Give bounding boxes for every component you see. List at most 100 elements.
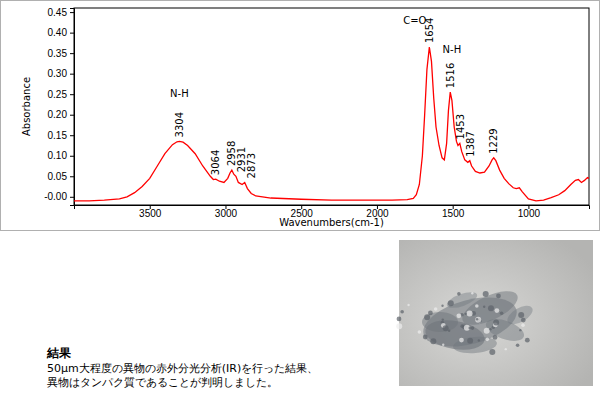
- y-axis-line: [70, 9, 75, 206]
- y-tick: 0.05: [48, 171, 74, 182]
- y-tick: 0.10: [48, 150, 74, 161]
- y-tick-mark: [70, 176, 74, 177]
- x-tick: 3500: [139, 205, 162, 219]
- y-tick-label: 0.45: [48, 7, 68, 18]
- y-tick-label: 0.10: [48, 150, 68, 161]
- x-tick-label: 3500: [139, 208, 162, 219]
- y-tick-label: 0.35: [48, 48, 68, 59]
- y-tick-label: 0.15: [48, 130, 68, 141]
- particle-speck: [423, 335, 428, 340]
- chart-root: -0.00 0.05 0.10 0.15 0.20 0.25 0.30 0.35 0.40 0.4…: [0, 0, 600, 393]
- particle-speck: [483, 291, 489, 297]
- particle-speck: [430, 338, 436, 344]
- peak-label: 2873: [246, 153, 257, 178]
- group-label: N-H: [170, 88, 189, 99]
- peak-label: 1387: [465, 131, 476, 156]
- particle-speck: [505, 348, 507, 350]
- x-tick-label: 1000: [518, 208, 541, 219]
- particle-speck: [525, 338, 530, 343]
- particle-speck: [457, 292, 461, 296]
- particle: [504, 302, 535, 328]
- peak-label: 1229: [488, 128, 499, 153]
- y-tick-label: 0.05: [48, 171, 68, 182]
- canvas: -0.00 0.05 0.10 0.15 0.20 0.25 0.30 0.35 0.40 0.4…: [0, 0, 600, 393]
- particle: [452, 335, 497, 355]
- spectrum-line: [74, 47, 589, 201]
- y-tick-mark: [70, 115, 74, 116]
- particle-speck: [475, 304, 479, 308]
- peak-labels: 3304306429582931287316541516145313871229…: [170, 15, 499, 178]
- group-label: N-H: [443, 44, 462, 55]
- particle-speck: [483, 306, 485, 308]
- x-tick: 1000: [518, 205, 541, 219]
- micrograph: [396, 240, 593, 386]
- y-tick-label: 0.30: [48, 68, 68, 79]
- particle-speck: [397, 316, 402, 321]
- particle-speck: [467, 310, 473, 316]
- x-tick: 3000: [215, 205, 238, 219]
- x-tick: 1500: [442, 205, 465, 219]
- particle-speck: [518, 312, 524, 318]
- x-tick-label: 1500: [442, 208, 465, 219]
- y-tick: 0.35: [48, 48, 74, 59]
- particle-speck: [493, 335, 498, 340]
- plot-frame: [74, 8, 589, 205]
- particle: [445, 289, 479, 311]
- particle-speck: [428, 311, 433, 316]
- particle-speck: [484, 328, 490, 334]
- particle-speck: [434, 307, 438, 311]
- y-tick: 0.25: [48, 89, 74, 100]
- particle-speck: [496, 294, 501, 299]
- particle-speck: [407, 304, 409, 306]
- particle-speck: [459, 338, 464, 343]
- y-tick: 0.15: [48, 130, 74, 141]
- result-line: 異物はタンパク質であることが判明しました。: [47, 376, 278, 389]
- result-heading: 結果: [46, 346, 72, 360]
- y-tick-label: -0.00: [44, 191, 67, 202]
- peak-label: 3064: [210, 150, 221, 175]
- particle-speck: [443, 325, 449, 331]
- particle-speck: [478, 339, 480, 341]
- particle-speck: [464, 313, 466, 315]
- y-tick-mark: [70, 53, 74, 54]
- particle-speck: [456, 313, 461, 318]
- y-axis: -0.00 0.05 0.10 0.15 0.20 0.25 0.30 0.35 0.40 0.4…: [44, 7, 74, 206]
- particle-speck: [442, 343, 444, 345]
- y-tick-mark: [70, 156, 74, 157]
- y-tick: 0.20: [48, 109, 74, 120]
- particle-speck: [448, 300, 454, 306]
- peak-label: 1516: [445, 63, 456, 88]
- particle-speck: [471, 326, 475, 330]
- particle-speck: [396, 323, 402, 329]
- particle-speck: [519, 329, 521, 331]
- chart-frame: [1, 1, 600, 231]
- x-tick-label: 3000: [215, 208, 238, 219]
- y-tick: 0.45: [48, 7, 74, 18]
- particle-speck: [475, 317, 481, 323]
- y-tick-mark: [70, 12, 74, 13]
- particle-speck: [441, 304, 443, 306]
- particle-speck: [471, 292, 473, 294]
- y-tick-mark: [70, 197, 74, 198]
- photo-background: [399, 240, 593, 386]
- particle-speck: [418, 330, 422, 334]
- particle-speck: [489, 349, 495, 355]
- particle-speck: [442, 318, 444, 320]
- y-tick-label: 0.20: [48, 109, 68, 120]
- group-label: C=O: [403, 15, 426, 26]
- y-tick: 0.40: [48, 27, 74, 38]
- particle-speck: [448, 330, 450, 332]
- particle-speck: [468, 327, 470, 329]
- particle-speck: [424, 314, 430, 320]
- particle-speck: [485, 338, 489, 342]
- particle-speck: [467, 338, 473, 344]
- result-line: 50μm大程度の異物の赤外分光分析(IR)を行った結果、: [47, 362, 318, 375]
- y-tick-mark: [70, 135, 74, 136]
- y-tick: 0.30: [48, 68, 74, 79]
- particle-speck: [494, 308, 499, 313]
- y-tick: -0.00: [44, 191, 74, 202]
- plot-marks: [74, 47, 589, 201]
- y-tick-mark: [70, 94, 74, 95]
- particle-speck: [464, 325, 470, 331]
- particle-speck: [521, 318, 526, 323]
